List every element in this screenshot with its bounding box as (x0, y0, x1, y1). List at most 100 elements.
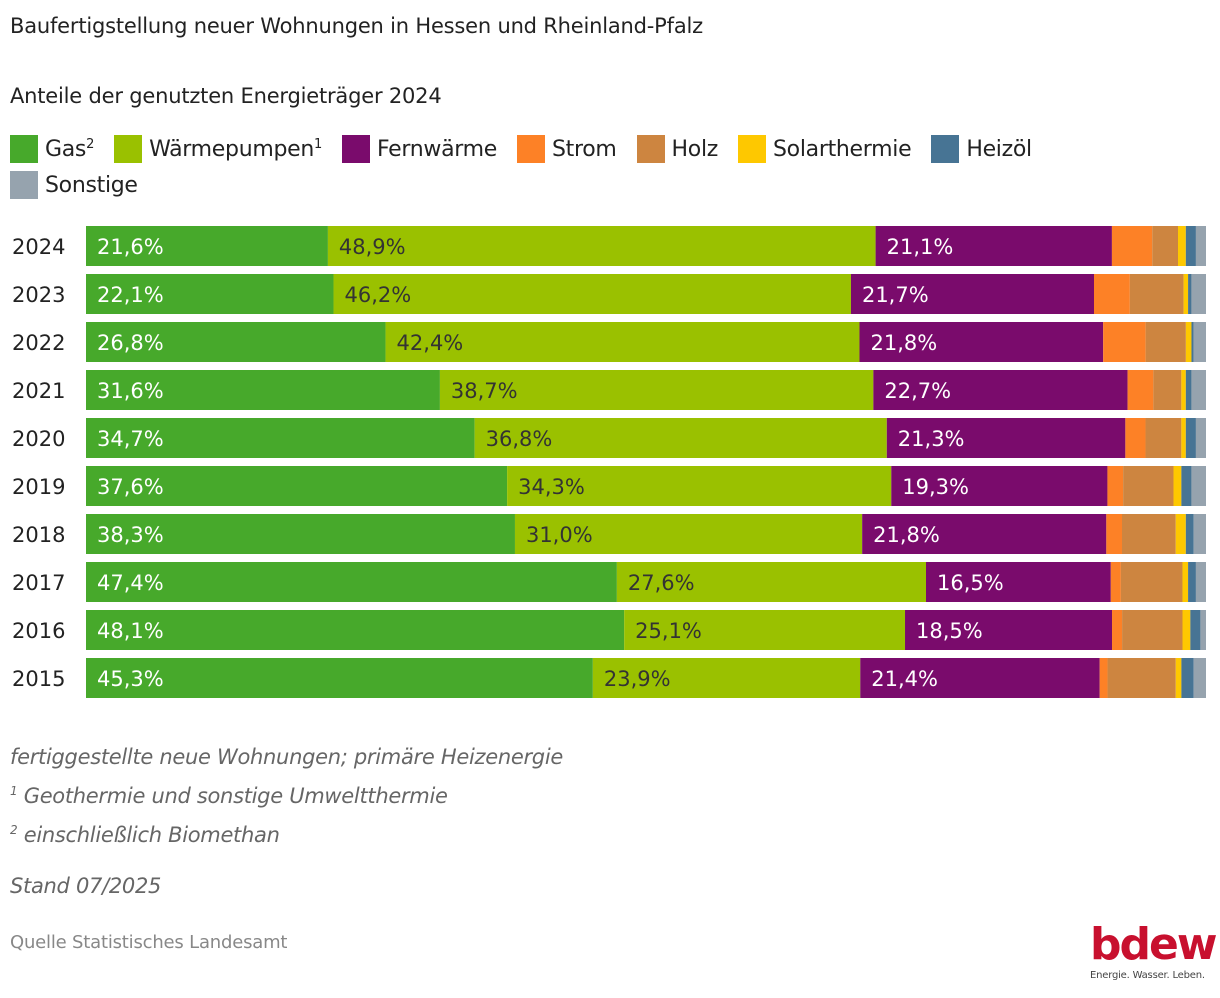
bar-segment-gas-2018[interactable] (86, 514, 515, 554)
data-label: 27,6% (628, 571, 695, 595)
legend-item-strom[interactable]: Strom (517, 134, 617, 164)
bar-segment-solarthermie-2022[interactable] (1185, 322, 1192, 362)
bar-segment-wärmepumpen-2022[interactable] (385, 322, 860, 362)
chart-subtitle: Anteile der genutzten Energieträger 2024 (10, 84, 442, 108)
data-label: 25,1% (635, 619, 702, 643)
bar-segment-strom-2016[interactable] (1112, 610, 1123, 650)
bar-segment-gas-2019[interactable] (86, 466, 508, 506)
bar-segment-holz-2015[interactable] (1107, 658, 1176, 698)
bar-segment-wärmepumpen-2021[interactable] (439, 370, 874, 410)
bar-segment-gas-2016[interactable] (86, 610, 625, 650)
bar-segment-strom-2020[interactable] (1125, 418, 1146, 458)
bar-segment-holz-2021[interactable] (1153, 370, 1182, 410)
bar-segment-sonstige-2023[interactable] (1191, 274, 1206, 314)
bar-segment-heizöl-2016[interactable] (1190, 610, 1201, 650)
bar-segment-fernwärme-2024[interactable] (875, 226, 1112, 266)
bar-segment-wärmepumpen-2015[interactable] (592, 658, 861, 698)
data-label: 23,9% (604, 667, 671, 691)
bar-segment-heizöl-2018[interactable] (1185, 514, 1194, 554)
bar-segment-holz-2022[interactable] (1145, 322, 1186, 362)
bar-segment-strom-2015[interactable] (1099, 658, 1108, 698)
data-label: 21,8% (873, 523, 940, 547)
bar-segment-holz-2024[interactable] (1152, 226, 1178, 266)
legend-item-holz[interactable]: Holz (636, 134, 718, 164)
category-label: 2019 (12, 475, 65, 499)
bar-segment-fernwärme-2022[interactable] (859, 322, 1104, 362)
bar-row-2018: 2018 38,3% 31,0% 21,8% (12, 514, 1206, 554)
bar-segment-wärmepumpen-2020[interactable] (474, 418, 887, 458)
bar-segment-solarthermie-2020[interactable] (1181, 418, 1186, 458)
legend-item-heizoel[interactable]: Heizöl (931, 134, 1032, 164)
bar-segment-solarthermie-2015[interactable] (1175, 658, 1182, 698)
bar-segment-holz-2019[interactable] (1123, 466, 1174, 506)
bar-segment-sonstige-2018[interactable] (1193, 514, 1206, 554)
bar-segment-sonstige-2019[interactable] (1191, 466, 1206, 506)
bar-segment-holz-2017[interactable] (1120, 562, 1183, 602)
bar-segment-fernwärme-2021[interactable] (873, 370, 1128, 410)
bar-segment-gas-2021[interactable] (86, 370, 440, 410)
legend-label-waermepumpen: Wärmepumpen1 (149, 136, 322, 162)
bar-segment-strom-2019[interactable] (1107, 466, 1124, 506)
bar-segment-wärmepumpen-2017[interactable] (616, 562, 926, 602)
legend-item-gas[interactable]: Gas2 (10, 134, 94, 164)
bar-segment-heizöl-2022[interactable] (1191, 322, 1194, 362)
bar-segment-holz-2020[interactable] (1145, 418, 1182, 458)
bar-segment-fernwärme-2020[interactable] (886, 418, 1126, 458)
bar-segment-gas-2022[interactable] (86, 322, 386, 362)
bar-segment-gas-2023[interactable] (86, 274, 334, 314)
bar-segment-heizöl-2015[interactable] (1181, 658, 1194, 698)
bar-segment-heizöl-2021[interactable] (1185, 370, 1192, 410)
bar-segment-gas-2015[interactable] (86, 658, 593, 698)
bar-segment-wärmepumpen-2023[interactable] (333, 274, 851, 314)
bar-segment-fernwärme-2015[interactable] (860, 658, 1100, 698)
bar-segment-fernwärme-2017[interactable] (926, 562, 1111, 602)
legend-item-fernwaerme[interactable]: Fernwärme (342, 134, 497, 164)
bar-segment-gas-2020[interactable] (86, 418, 475, 458)
legend-label-sonstige: Sonstige (45, 172, 138, 198)
bar-segment-gas-2017[interactable] (86, 562, 617, 602)
bar-segment-strom-2024[interactable] (1111, 226, 1153, 266)
bar-segment-sonstige-2020[interactable] (1195, 418, 1206, 458)
bar-segment-sonstige-2024[interactable] (1195, 226, 1206, 266)
bar-segment-heizöl-2019[interactable] (1181, 466, 1192, 506)
legend-item-sonstige[interactable]: Sonstige (10, 170, 138, 200)
category-label: 2017 (12, 571, 65, 595)
legend-item-waermepumpen[interactable]: Wärmepumpen1 (114, 134, 322, 164)
bar-segment-sonstige-2016[interactable] (1200, 610, 1206, 650)
bar-segment-strom-2023[interactable] (1094, 274, 1130, 314)
bar-segment-heizöl-2024[interactable] (1185, 226, 1196, 266)
bar-segment-holz-2016[interactable] (1122, 610, 1183, 650)
bar-segment-solarthermie-2019[interactable] (1173, 466, 1182, 506)
bar-segment-solarthermie-2024[interactable] (1178, 226, 1186, 266)
bar-segment-wärmepumpen-2018[interactable] (514, 514, 863, 554)
bar-segment-fernwärme-2023[interactable] (850, 274, 1094, 314)
bar-segment-solarthermie-2016[interactable] (1182, 610, 1191, 650)
bar-segment-sonstige-2017[interactable] (1195, 562, 1206, 602)
bar-segment-heizöl-2020[interactable] (1185, 418, 1196, 458)
bar-segment-strom-2021[interactable] (1127, 370, 1154, 410)
bar-segment-heizöl-2023[interactable] (1188, 274, 1192, 314)
bar-segment-strom-2017[interactable] (1110, 562, 1121, 602)
bar-segment-sonstige-2021[interactable] (1191, 370, 1206, 410)
data-label: 31,6% (97, 379, 164, 403)
bar-segment-fernwärme-2016[interactable] (905, 610, 1113, 650)
bar-segment-strom-2018[interactable] (1106, 514, 1122, 554)
bar-segment-wärmepumpen-2019[interactable] (507, 466, 892, 506)
bar-segment-solarthermie-2021[interactable] (1181, 370, 1186, 410)
bar-segment-fernwärme-2018[interactable] (862, 514, 1107, 554)
bar-segment-solarthermie-2017[interactable] (1182, 562, 1189, 602)
bar-segment-strom-2022[interactable] (1103, 322, 1146, 362)
bar-segment-solarthermie-2018[interactable] (1175, 514, 1186, 554)
data-label: 21,7% (862, 283, 929, 307)
bar-segment-sonstige-2015[interactable] (1193, 658, 1206, 698)
bar-segment-wärmepumpen-2024[interactable] (327, 226, 876, 266)
bar-segment-holz-2023[interactable] (1129, 274, 1184, 314)
bar-segment-heizöl-2017[interactable] (1188, 562, 1196, 602)
bar-segment-sonstige-2022[interactable] (1193, 322, 1206, 362)
bar-segment-fernwärme-2019[interactable] (891, 466, 1108, 506)
bar-segment-gas-2024[interactable] (86, 226, 328, 266)
bar-segment-solarthermie-2023[interactable] (1183, 274, 1189, 314)
bar-segment-wärmepumpen-2016[interactable] (624, 610, 906, 650)
bar-segment-holz-2018[interactable] (1122, 514, 1176, 554)
legend-item-solarthermie[interactable]: Solarthermie (738, 134, 912, 164)
